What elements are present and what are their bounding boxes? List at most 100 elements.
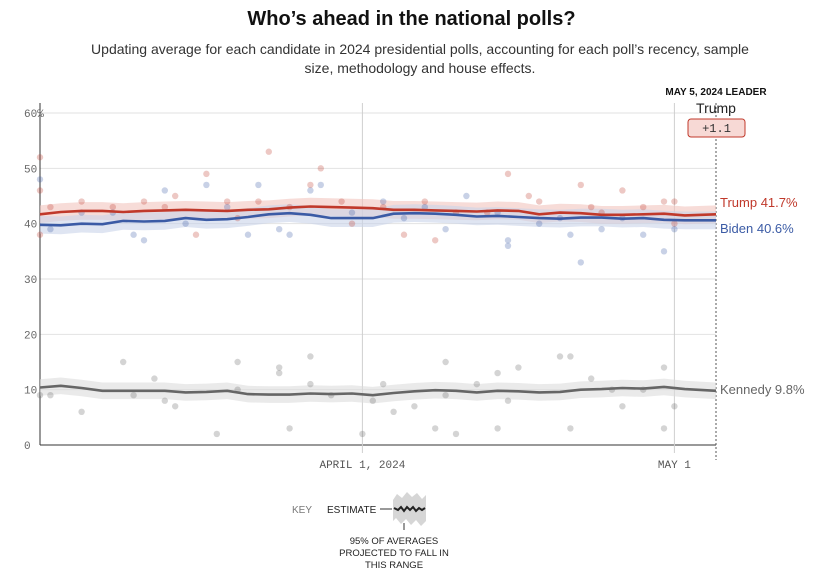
- poll-dot-kennedy-0: [36, 392, 44, 399]
- average-lines: [39, 205, 717, 397]
- poll-dot-kennedy-25: [452, 430, 460, 438]
- y-tick-label-10: 10: [24, 386, 37, 398]
- key-estimate-line: [393, 505, 426, 513]
- band-kennedy: [40, 377, 716, 404]
- poll-dot-trump-6: [140, 198, 148, 205]
- poll-dot-kennedy-30: [515, 364, 522, 371]
- poll-dot-biden-8: [203, 181, 210, 189]
- leader-margin-badge: [687, 118, 746, 138]
- poll-dot-biden-23: [504, 237, 512, 244]
- end-label-kennedy: Kennedy 9.8%: [720, 382, 805, 397]
- poll-dot-biden-28: [577, 259, 584, 266]
- poll-dot-biden-20: [442, 226, 449, 233]
- y-tick-label-20: 20: [24, 330, 37, 342]
- poll-dot-trump-10: [203, 170, 210, 178]
- poll-dot-trump-16: [307, 181, 314, 189]
- poll-dot-biden-5: [140, 237, 148, 244]
- poll-dot-biden-31: [640, 231, 647, 238]
- poll-dot-trump-21: [400, 231, 408, 238]
- poll-dot-biden-17: [380, 198, 387, 205]
- poll-dot-kennedy-20: [390, 408, 397, 415]
- poll-dot-trump-33: [640, 203, 647, 211]
- poll-dot-biden-29: [598, 226, 605, 233]
- key-range-note-line-3: THIS RANGE: [365, 560, 423, 571]
- poll-dot-kennedy-24: [442, 392, 449, 399]
- poll-dot-biden-0: [36, 176, 44, 183]
- poll-dot-biden-11: [255, 181, 262, 189]
- poll-dot-kennedy-3: [120, 358, 127, 366]
- poll-dot-trump-28: [536, 198, 543, 205]
- poll-dot-trump-3: [47, 203, 54, 211]
- poll-dot-biden-15: [317, 181, 324, 189]
- band-biden: [40, 204, 716, 235]
- y-tick-label-40: 40: [24, 220, 37, 232]
- x-tick-label-1: MAY 1: [658, 460, 691, 472]
- poll-dot-kennedy-22: [432, 425, 439, 432]
- poll-dot-kennedy-40: [671, 403, 678, 410]
- poll-dot-kennedy-27: [494, 425, 501, 432]
- poll-dot-biden-33: [671, 226, 678, 233]
- poll-dot-trump-36: [671, 220, 678, 227]
- poll-dot-kennedy-18: [369, 397, 376, 404]
- poll-dot-biden-25: [536, 220, 543, 227]
- x-axis-ticks: APRIL 1, 2024 MAY 1: [319, 460, 691, 472]
- poll-dot-kennedy-11: [276, 364, 283, 371]
- chart-subtitle: Updating average for each candidate in 2…: [91, 41, 749, 76]
- average-line-biden: [39, 211, 716, 227]
- key-estimate-label: ESTIMATE: [327, 505, 377, 516]
- poll-dot-kennedy-14: [307, 353, 314, 360]
- poll-dot-biden-14: [307, 187, 314, 194]
- poll-dot-trump-18: [338, 198, 345, 205]
- leader-margin: +1.1: [702, 122, 731, 136]
- confidence-bands: [40, 197, 716, 404]
- y-tick-label-30: 30: [24, 275, 37, 287]
- end-label-biden: Biden 40.6%: [720, 221, 794, 236]
- poll-dot-biden-24: [504, 242, 512, 249]
- poll-dot-kennedy-7: [172, 403, 179, 410]
- poll-dot-trump-8: [172, 192, 179, 200]
- poll-dot-trump-5: [109, 203, 117, 211]
- poll-dot-trump-35: [671, 198, 678, 205]
- poll-dot-biden-27: [567, 231, 574, 238]
- y-tick-label-50: 50: [24, 164, 37, 176]
- poll-dot-kennedy-19: [380, 380, 387, 388]
- poll-dot-trump-26: [504, 170, 512, 178]
- poll-dot-trump-19: [348, 220, 356, 227]
- poll-dot-trump-7: [161, 203, 168, 211]
- y-tick-label-60: 60%: [24, 109, 44, 121]
- poll-dot-biden-12: [276, 226, 283, 233]
- poll-dot-trump-30: [588, 203, 595, 211]
- poll-dot-trump-1: [36, 187, 44, 194]
- poll-dot-kennedy-4: [130, 392, 137, 399]
- poll-dot-trump-17: [317, 165, 324, 172]
- poll-dot-trump-4: [78, 198, 85, 205]
- poll-dot-biden-10: [244, 231, 252, 238]
- poll-dot-trump-0: [36, 154, 44, 161]
- poll-dot-kennedy-28: [494, 369, 501, 377]
- poll-dot-kennedy-5: [151, 375, 158, 382]
- poll-dot-trump-27: [525, 192, 532, 200]
- poll-dot-kennedy-13: [286, 425, 293, 432]
- poll-dot-kennedy-23: [442, 358, 449, 366]
- y-tick-label-0: 0: [24, 441, 31, 453]
- poll-dot-kennedy-31: [556, 353, 564, 360]
- poll-dot-kennedy-26: [473, 380, 480, 388]
- poll-dot-biden-18: [400, 214, 408, 222]
- poll-dot-biden-19: [421, 203, 428, 211]
- poll-dot-biden-32: [660, 248, 668, 255]
- grid-lines: [39, 103, 717, 460]
- poll-dot-kennedy-36: [619, 403, 626, 410]
- poll-dot-kennedy-9: [234, 358, 241, 366]
- poll-dot-trump-13: [255, 198, 262, 205]
- poll-dot-trump-29: [577, 181, 584, 189]
- poll-dot-trump-9: [192, 231, 200, 238]
- leader-name: Trump: [696, 100, 736, 116]
- poll-dot-kennedy-39: [660, 364, 668, 371]
- poll-dot-kennedy-15: [307, 380, 314, 388]
- poll-dot-biden-7: [182, 220, 189, 227]
- poll-dot-biden-13: [286, 231, 293, 238]
- leader-date-label: MAY 5, 2024 LEADER: [665, 87, 767, 98]
- poll-dot-biden-9: [224, 203, 231, 211]
- poll-dot-biden-4: [130, 231, 137, 238]
